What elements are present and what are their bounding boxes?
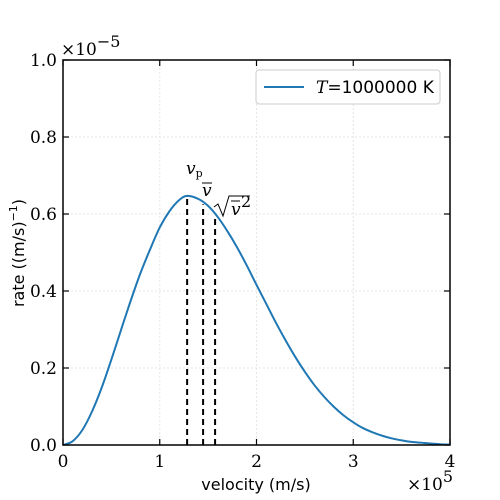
y-tick-label: 0.8 — [30, 128, 57, 148]
x-multiplier-label: ×105 — [407, 467, 453, 495]
y-tick-label: 1.0 — [30, 51, 57, 71]
annotation-vrms: v 2 — [213, 192, 251, 220]
legend-entry: T=1000000 K — [316, 78, 435, 98]
y-tick-label: 0.4 — [30, 282, 57, 302]
legend-box — [255, 69, 441, 105]
series-layer — [62, 194, 451, 446]
y-tick-label: 0.2 — [30, 359, 57, 379]
x-tick-label: 0 — [58, 452, 69, 472]
svg-text:v: v — [231, 200, 241, 220]
svg-text:v: v — [202, 181, 212, 201]
legend: T=1000000 K — [255, 69, 441, 105]
y-axis-label: rate ((m/s)−1) — [7, 199, 28, 307]
axis-ticks: 0 1 2 3 4 0.0 0.2 0.4 0.6 0.8 1.0 — [30, 51, 455, 472]
svg-text:2: 2 — [241, 192, 251, 211]
reference-lines — [186, 195, 217, 445]
x-tick-label: 4 — [445, 452, 456, 472]
y-tick-label: 0.6 — [30, 205, 57, 225]
annotation-vmean: v — [202, 181, 212, 201]
plot-frame — [62, 59, 451, 446]
x-tick-label: 1 — [154, 452, 165, 472]
y-tick-label: 0.0 — [30, 436, 57, 456]
x-tick-label: 2 — [251, 452, 262, 472]
series-line — [62, 194, 451, 446]
svg-text:vp: vp — [186, 159, 203, 180]
grid-lines — [63, 60, 450, 445]
x-axis-label: velocity (m/s) — [201, 475, 310, 494]
annotation-vp: vp — [186, 159, 203, 180]
y-multiplier-label: ×10−5 — [61, 32, 120, 60]
x-tick-label: 3 — [348, 452, 359, 472]
